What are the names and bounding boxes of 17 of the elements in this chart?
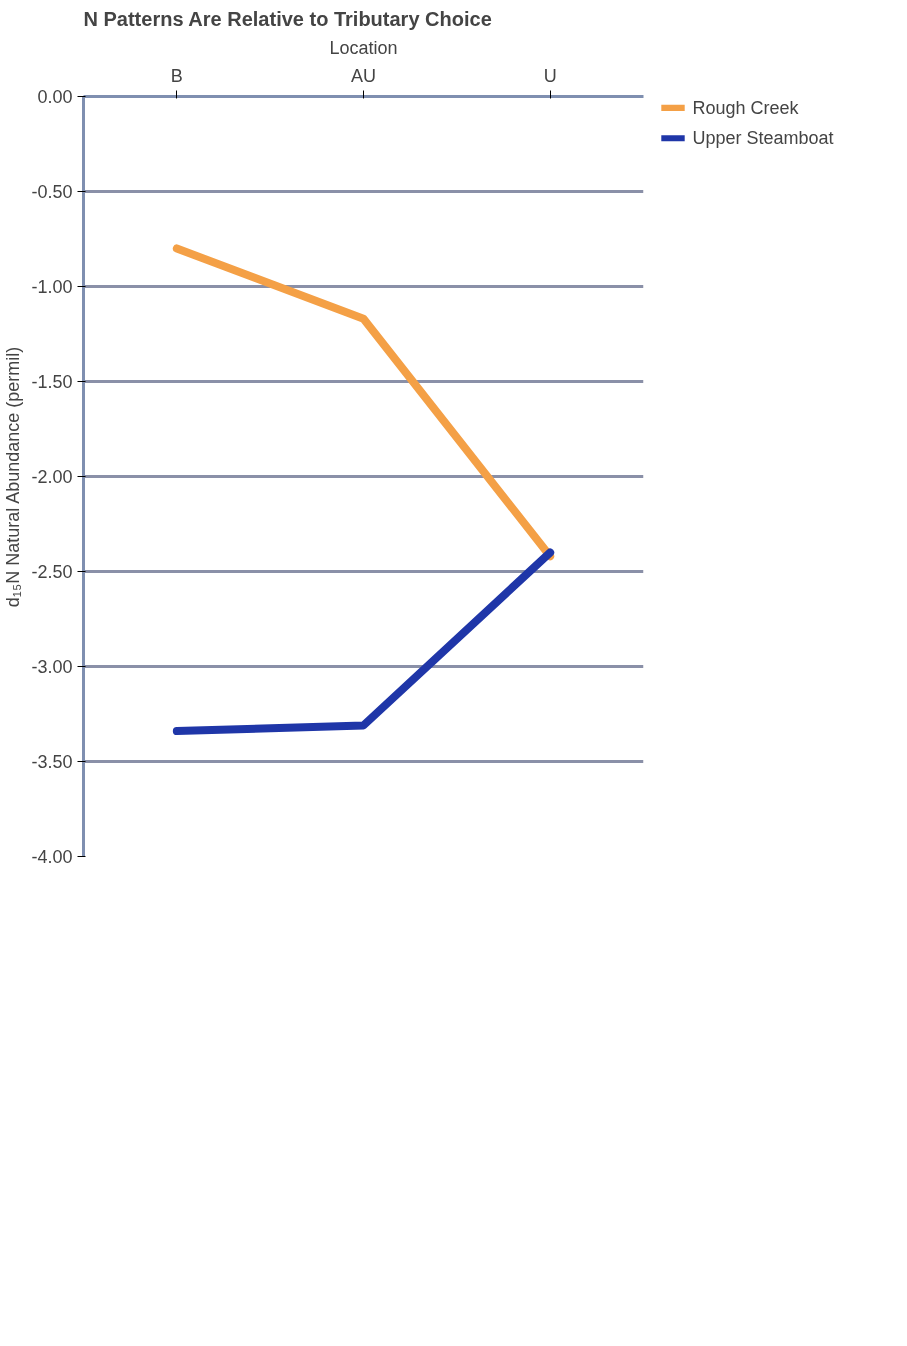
x-tick-label: U: [543, 65, 557, 86]
y-tick-label: -2.50: [31, 562, 73, 582]
x-axis-title: Location: [329, 37, 398, 58]
y-tick-label: 0.00: [37, 87, 73, 107]
y-tick-label: -2.00: [31, 467, 73, 487]
y-tick-label: -1.50: [31, 372, 73, 392]
y-tick-label: -3.50: [31, 752, 73, 772]
y-axis-title: d₁₅N Natural Abundance (permil): [3, 346, 24, 608]
legend-label: Rough Creek: [692, 97, 800, 118]
legend-label: Upper Steamboat: [692, 128, 834, 149]
y-tick-label: -1.00: [31, 277, 73, 297]
y-tick-label: -4.00: [31, 847, 73, 867]
chart-title: N Patterns Are Relative to Tributary Choice: [83, 7, 492, 30]
y-tick-label: -3.00: [31, 657, 73, 677]
x-tick-label: B: [170, 65, 183, 86]
y-tick-label: -0.50: [31, 182, 73, 202]
x-tick-label: AU: [351, 65, 377, 86]
